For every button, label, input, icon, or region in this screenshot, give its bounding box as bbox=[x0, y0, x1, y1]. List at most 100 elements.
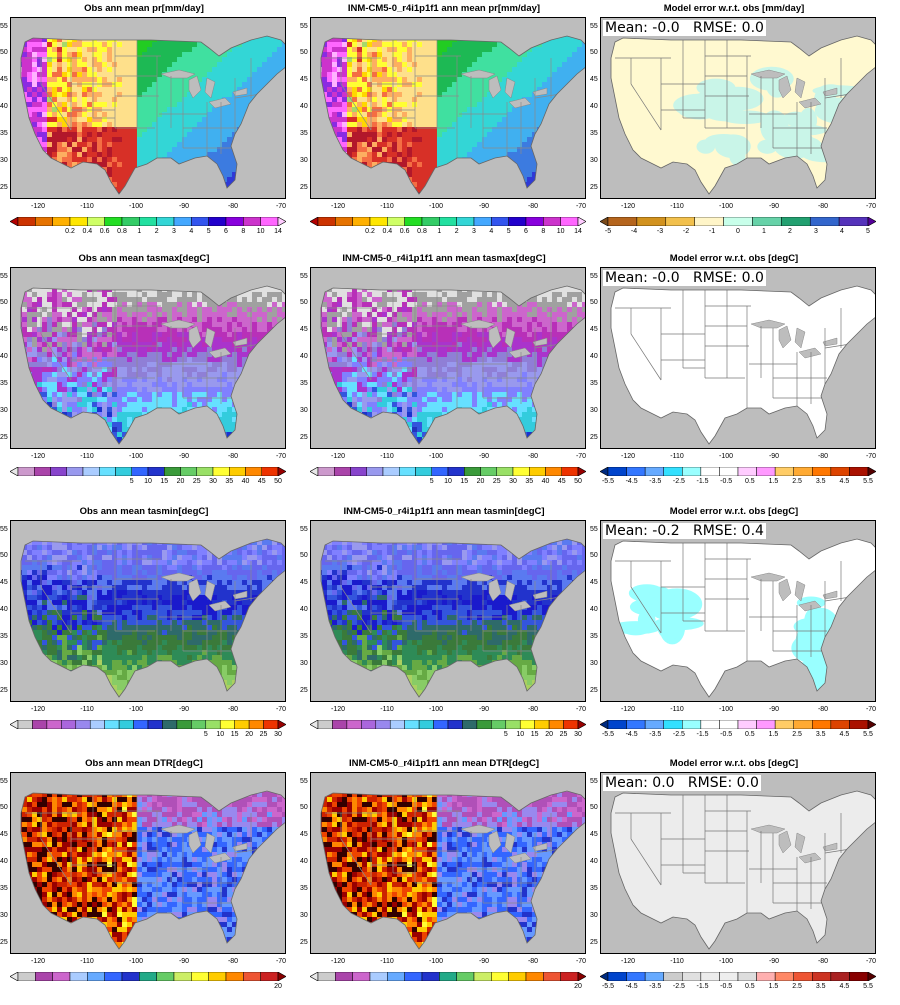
lon-tick-label: -80 bbox=[518, 958, 548, 965]
colorbar-segment bbox=[18, 720, 32, 729]
lat-tick-label: 50 bbox=[590, 299, 600, 306]
panel-model-row2: INM-CM5-0_r4i1p1f1 ann mean tasmax[degC]… bbox=[300, 250, 588, 500]
colorbar-segment bbox=[849, 720, 868, 729]
lon-tick-label: -90 bbox=[169, 706, 199, 713]
colorbar bbox=[10, 720, 286, 729]
colorbar-segment bbox=[334, 467, 350, 476]
lat-tick-label: 50 bbox=[300, 804, 310, 811]
lat-tick-label: 30 bbox=[300, 912, 310, 919]
lat-tick-label: 35 bbox=[300, 380, 310, 387]
colorbar-tick-label: 30 bbox=[566, 731, 590, 738]
colorbar-segment bbox=[47, 720, 61, 729]
lat-tick-label: 55 bbox=[0, 526, 10, 533]
colorbar-segment bbox=[422, 972, 439, 981]
colorbar-segment bbox=[105, 720, 119, 729]
error-anomaly-patch bbox=[828, 128, 844, 159]
colorbar-segment bbox=[462, 720, 476, 729]
lat-tick-label: 50 bbox=[300, 49, 310, 56]
colorbar-tick-label: 1.5 bbox=[761, 731, 785, 738]
error-anomaly-patch bbox=[729, 147, 745, 166]
colorbar-svg bbox=[600, 467, 876, 476]
lon-tick-label: -80 bbox=[808, 958, 838, 965]
lat-tick-label: 35 bbox=[0, 130, 10, 137]
panel-model-row3: INM-CM5-0_r4i1p1f1 ann mean tasmin[degC]… bbox=[300, 503, 588, 753]
colorbar-segment bbox=[246, 467, 262, 476]
map-frame: Mean: -0.0 RMSE: 0.0 bbox=[600, 267, 876, 449]
model-map-svg bbox=[311, 268, 586, 449]
map-frame: Mean: 0.0 RMSE: 0.0 bbox=[600, 772, 876, 954]
lat-tick-label: 35 bbox=[590, 130, 600, 137]
colorbar-segment bbox=[220, 720, 234, 729]
error-anomaly-patch bbox=[623, 625, 649, 635]
lon-tick-label: -100 bbox=[421, 203, 451, 210]
colorbar-tick-label: -2.5 bbox=[667, 983, 691, 990]
colorbar-segment bbox=[209, 217, 226, 226]
colorbar-tick-label: 0.5 bbox=[738, 731, 762, 738]
lat-tick-label: 40 bbox=[300, 858, 310, 865]
lat-tick-label: 30 bbox=[300, 660, 310, 667]
colorbar-segment bbox=[174, 217, 191, 226]
colorbar-segment bbox=[794, 972, 813, 981]
lat-tick-label: 40 bbox=[590, 606, 600, 613]
lon-tick-label: -100 bbox=[711, 203, 741, 210]
lat-tick-label: 55 bbox=[0, 778, 10, 785]
lon-tick-label: -110 bbox=[662, 453, 692, 460]
colorbar-segment bbox=[546, 467, 562, 476]
colorbar-tick-label: 20 bbox=[266, 983, 290, 990]
colorbar-tick-label: 4 bbox=[830, 228, 854, 235]
colorbar-tick-label: -0.5 bbox=[714, 983, 738, 990]
error-stats: Mean: -0.2 RMSE: 0.4 bbox=[603, 523, 766, 539]
colorbar bbox=[310, 720, 586, 729]
colorbar-extend-low bbox=[600, 467, 608, 476]
lat-tick-label: 45 bbox=[300, 831, 310, 838]
panel-error-row2: Model error w.r.t. obs [degC]Mean: -0.0 … bbox=[590, 250, 878, 500]
lat-tick-label: 50 bbox=[0, 299, 10, 306]
colorbar-segment bbox=[549, 720, 563, 729]
colorbar-segment bbox=[177, 720, 191, 729]
lat-tick-label: 50 bbox=[590, 552, 600, 559]
colorbar-tick-label: -1.5 bbox=[691, 983, 715, 990]
colorbar-segment bbox=[719, 972, 738, 981]
colorbar-segment bbox=[682, 467, 701, 476]
colorbar-extend-high bbox=[868, 217, 876, 226]
lat-tick-label: 30 bbox=[0, 660, 10, 667]
colorbar-segment bbox=[376, 720, 390, 729]
map-frame bbox=[10, 772, 286, 954]
colorbar-segment bbox=[383, 467, 399, 476]
lat-tick-label: 25 bbox=[0, 184, 10, 191]
lat-tick-label: 45 bbox=[300, 579, 310, 586]
colorbar-tick-label: -3.5 bbox=[643, 983, 667, 990]
colorbar bbox=[310, 467, 586, 476]
colorbar-segment bbox=[264, 720, 278, 729]
colorbar-segment bbox=[51, 467, 67, 476]
colorbar-svg bbox=[600, 720, 876, 729]
lat-tick-label: 50 bbox=[300, 552, 310, 559]
lon-tick-label: -90 bbox=[759, 958, 789, 965]
colorbar-segment bbox=[405, 972, 422, 981]
lat-tick-label: 45 bbox=[300, 76, 310, 83]
colorbar-segment bbox=[318, 972, 335, 981]
colorbar-segment bbox=[70, 972, 87, 981]
lat-tick-label: 30 bbox=[300, 407, 310, 414]
lat-tick-label: 40 bbox=[0, 606, 10, 613]
error-anomaly-patch bbox=[720, 110, 769, 124]
lon-tick-label: -120 bbox=[23, 203, 53, 210]
colorbar-segment bbox=[332, 720, 346, 729]
colorbar-tick-label: -2.5 bbox=[667, 478, 691, 485]
colorbar-segment bbox=[157, 217, 174, 226]
colorbar-segment bbox=[226, 972, 243, 981]
colorbar-tick-label: 3 bbox=[804, 228, 828, 235]
colorbar-segment bbox=[99, 467, 115, 476]
colorbar-extend-low bbox=[310, 972, 318, 981]
colorbar-segment bbox=[719, 467, 738, 476]
colorbar-segment bbox=[387, 972, 404, 981]
colorbar-segment bbox=[564, 720, 578, 729]
lat-tick-label: 35 bbox=[0, 380, 10, 387]
colorbar-tick-label: -5.5 bbox=[596, 983, 620, 990]
panel-title: Model error w.r.t. obs [degC] bbox=[590, 506, 878, 517]
panel-error-row4: Model error w.r.t. obs [degC]Mean: 0.0 R… bbox=[590, 755, 878, 1005]
lat-tick-label: 35 bbox=[590, 885, 600, 892]
lon-tick-label: -100 bbox=[711, 958, 741, 965]
colorbar-segment bbox=[513, 467, 529, 476]
colorbar-svg bbox=[10, 217, 286, 226]
